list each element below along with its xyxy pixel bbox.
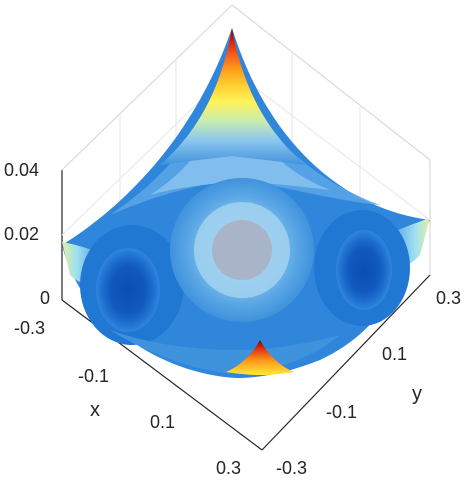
y-tick-label: 0.1 <box>382 344 407 364</box>
y-axis-label: y <box>412 383 422 405</box>
y-tick-label: 0.3 <box>436 288 461 308</box>
z-tick-label: 0.02 <box>4 224 39 244</box>
lower-band <box>110 330 340 374</box>
y-tick-label: -0.1 <box>326 402 357 422</box>
central-peak-core <box>212 220 272 280</box>
x-tick-label: -0.1 <box>78 366 109 386</box>
y-tick-label: -0.3 <box>276 458 307 478</box>
back-right-edge <box>231 4 431 161</box>
back-left-edge <box>61 4 233 171</box>
right-well <box>336 230 392 310</box>
z-tick-label: 0 <box>40 288 50 308</box>
x-tick-label: -0.3 <box>14 318 45 338</box>
x-tick-label: 0.1 <box>150 412 175 432</box>
x-axis-label: x <box>90 399 100 421</box>
surface <box>62 28 430 378</box>
y-axis-line <box>261 274 431 451</box>
z-tick-label: 0.04 <box>4 160 39 180</box>
x-tick-label: 0.3 <box>216 458 241 478</box>
left-well <box>96 248 160 332</box>
small-spike <box>226 340 294 375</box>
tall-spike <box>160 28 305 165</box>
